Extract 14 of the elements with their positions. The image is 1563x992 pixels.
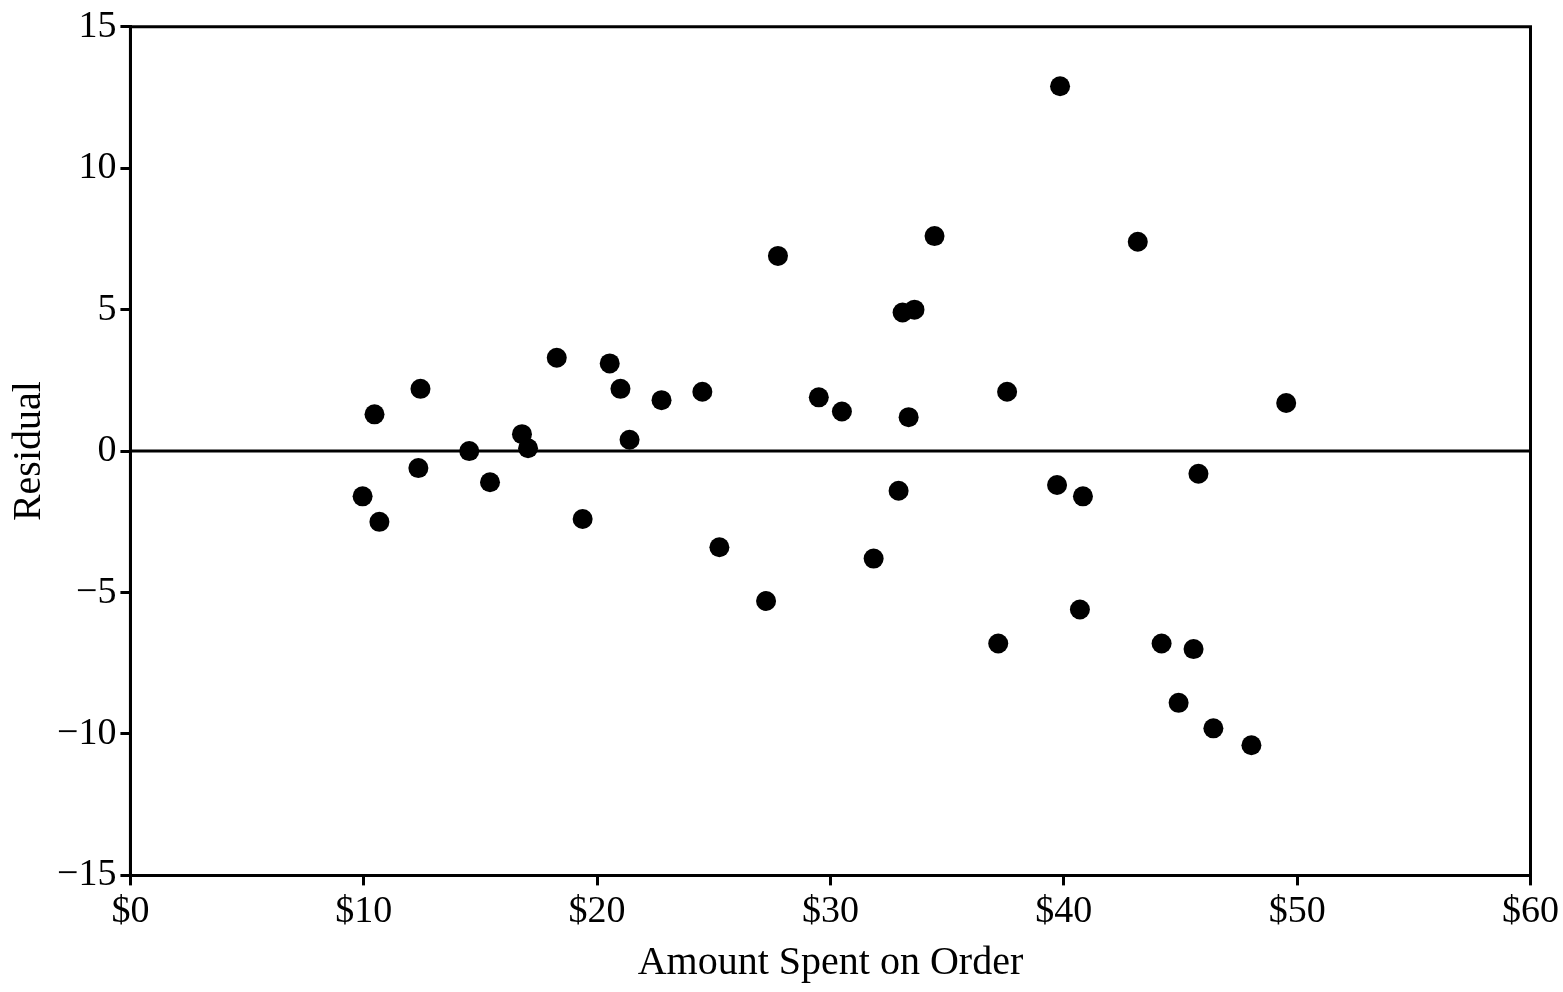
x-axis-title: Amount Spent on Order [637, 937, 1024, 983]
y-tick-label: 10 [78, 144, 117, 187]
y-tick-label: −5 [75, 568, 117, 611]
x-tick-label: $40 [1035, 888, 1093, 931]
y-tick-label: −10 [56, 709, 117, 752]
y-axis-title: Residual [3, 381, 49, 522]
x-tick-label: $10 [335, 888, 393, 931]
x-tick-label: $30 [801, 888, 859, 931]
x-tick-label: $50 [1268, 888, 1326, 931]
y-tick-label: 5 [97, 285, 117, 328]
x-tick-label: $20 [568, 888, 626, 931]
y-tick-label: 15 [78, 2, 117, 45]
y-tick-label: 0 [97, 427, 117, 470]
x-tick-label: $60 [1502, 888, 1559, 931]
